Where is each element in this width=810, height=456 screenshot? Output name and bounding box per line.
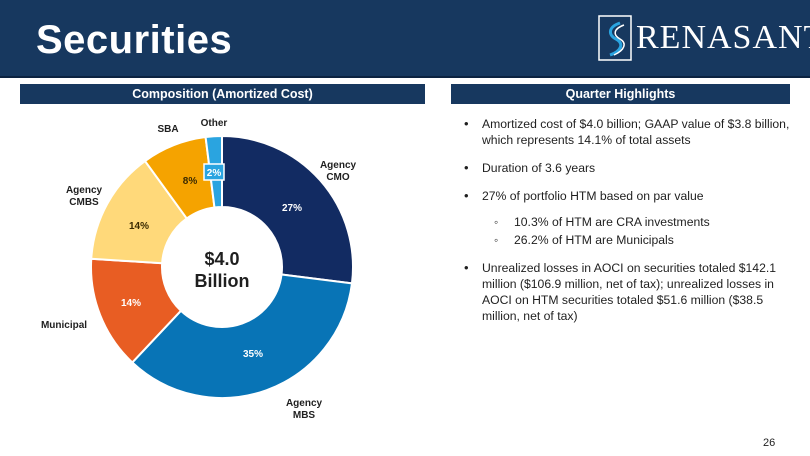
logo-mark-icon: [598, 15, 632, 61]
center-value-label: $4.0: [204, 249, 239, 269]
slice-category-label: SBA: [157, 124, 178, 135]
page-title: Securities: [36, 18, 233, 62]
highlights-list: Amortized cost of $4.0 billion; GAAP val…: [456, 116, 792, 336]
highlight-htm: 27% of portfolio HTM based on par value …: [456, 188, 792, 248]
slice-category-label: Agency MBS: [286, 398, 323, 421]
donut-slice-agency-mbs: [130, 273, 354, 399]
logo-wordmark: RENASANT: [636, 19, 810, 56]
highlight-text: Amortized cost of $4.0 billion; GAAP val…: [482, 117, 790, 147]
donut-slice-agency-cmo: [221, 134, 354, 285]
highlight-htm-sublist: 10.3% of HTM are CRA investments 26.2% o…: [482, 214, 792, 248]
highlight-unrealized-losses: Unrealized losses in AOCI on securities …: [456, 260, 792, 324]
center-unit-label: Billion: [195, 271, 250, 291]
header-bar: [0, 0, 810, 76]
company-logo: RENASANT: [598, 14, 810, 62]
page-number: 26: [763, 437, 776, 449]
slice-category-label: Agency CMO: [320, 160, 357, 183]
slice-category-label: Other: [201, 118, 228, 129]
highlight-duration: Duration of 3.6 years: [456, 160, 792, 176]
composition-section-title: Composition (Amortized Cost): [20, 84, 425, 104]
slice-category-label: Municipal: [41, 320, 87, 331]
header-divider: [0, 76, 810, 78]
slice-value-callout: 2%: [203, 163, 225, 181]
slice-value-label: 14%: [129, 221, 149, 232]
slice-value-label: 8%: [183, 176, 198, 187]
composition-donut-chart: Agency CMO 27% Agency MBS 35% Municipal 14% Agen…: [41, 118, 357, 421]
slice-value-label: 2%: [207, 168, 222, 179]
slice-category-label: Agency CMBS: [66, 185, 103, 208]
highlight-text: 27% of portfolio HTM based on par value: [482, 189, 704, 203]
highlights-section-title: Quarter Highlights: [451, 84, 790, 104]
highlight-text: Unrealized losses in AOCI on securities …: [482, 261, 777, 323]
slice-value-label: 14%: [121, 298, 141, 309]
sub-bullet-municipals: 26.2% of HTM are Municipals: [482, 232, 792, 248]
highlight-amortized-cost: Amortized cost of $4.0 billion; GAAP val…: [456, 116, 792, 148]
slice-value-label: 27%: [282, 203, 302, 214]
highlight-text: Duration of 3.6 years: [482, 161, 596, 175]
sub-bullet-cra: 10.3% of HTM are CRA investments: [482, 214, 792, 230]
slice-value-label: 35%: [243, 349, 263, 360]
